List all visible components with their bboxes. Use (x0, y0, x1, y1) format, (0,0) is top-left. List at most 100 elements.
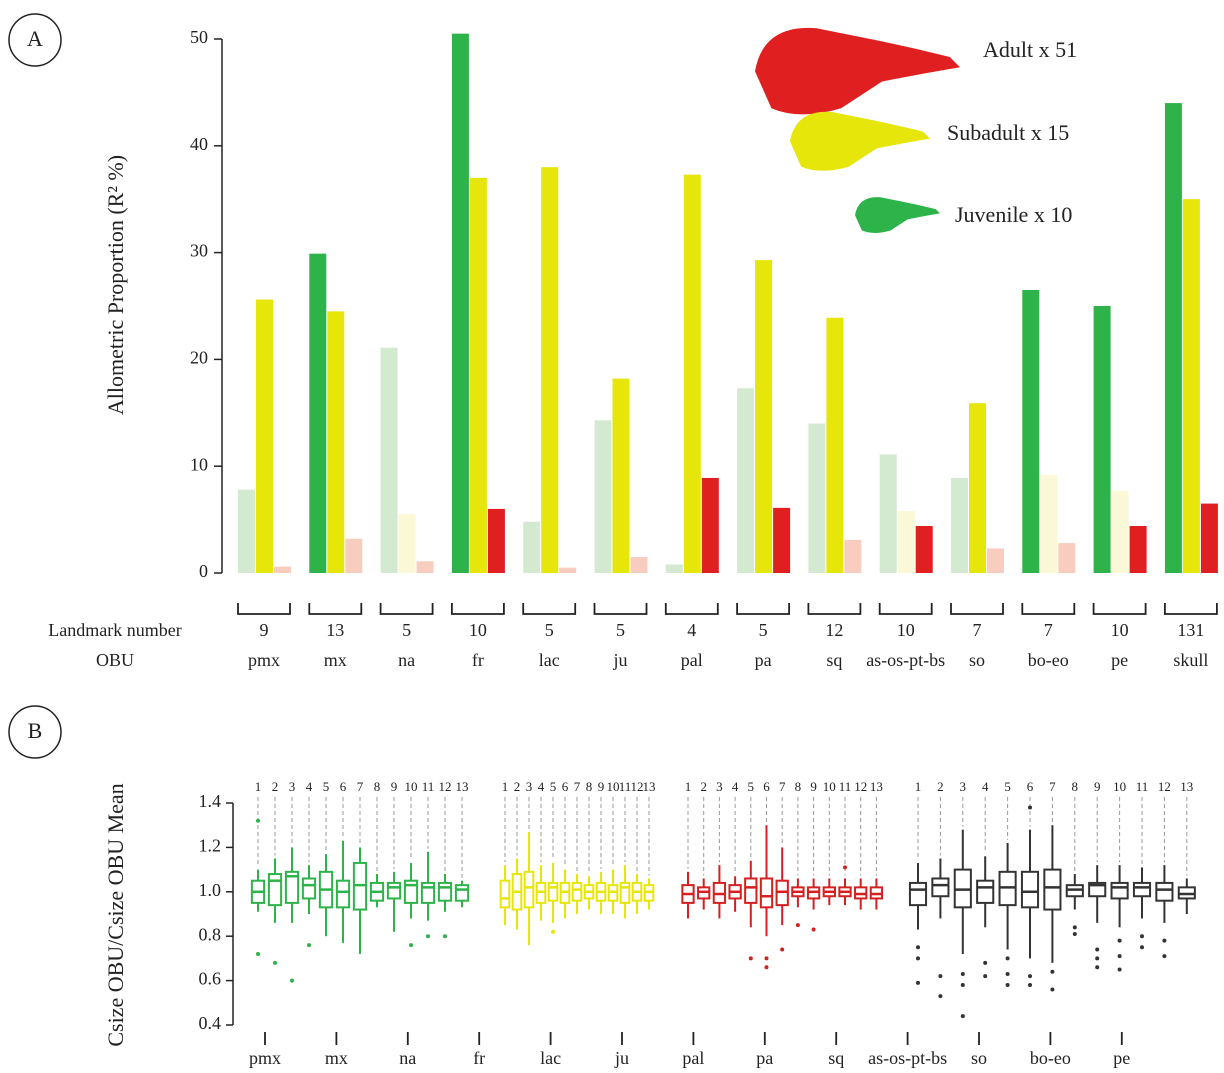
outlier (916, 945, 920, 949)
bar (541, 167, 558, 573)
box-label: 9 (1094, 779, 1101, 794)
outlier (1162, 939, 1166, 943)
box-label: 7 (574, 779, 581, 794)
bar (309, 254, 326, 573)
box-label: 6 (562, 779, 569, 794)
box-label: 1 (915, 779, 922, 794)
bracket (808, 603, 860, 614)
landmark-number: 9 (260, 620, 269, 640)
outlier (765, 956, 769, 960)
outlier (765, 965, 769, 969)
bar (951, 478, 968, 573)
outlier (1006, 956, 1010, 960)
row-label: Landmark number (48, 620, 181, 640)
bar (345, 539, 362, 573)
outlier (1006, 972, 1010, 976)
bracket (1094, 603, 1146, 614)
box (456, 885, 468, 901)
box (932, 878, 948, 896)
outlier (1095, 956, 1099, 960)
x-tick-label: as-os-pt-bs (866, 650, 945, 670)
bar (987, 548, 1004, 573)
box (1134, 883, 1150, 896)
box-label: 11 (1136, 779, 1149, 794)
bar (666, 564, 683, 573)
landmark-number: 5 (402, 620, 411, 640)
box-label: 12 (439, 779, 452, 794)
outlier (983, 961, 987, 965)
bar (684, 175, 701, 573)
box-label: 9 (391, 779, 398, 794)
outlier (1073, 925, 1077, 929)
box (1112, 883, 1128, 899)
legend-swatch (755, 28, 960, 114)
outlier (916, 981, 920, 985)
bar (488, 509, 505, 573)
landmark-number: 7 (973, 620, 982, 640)
x-tick-label: lac (540, 1048, 561, 1068)
x-tick-label: fr (472, 650, 484, 670)
bar (1201, 504, 1218, 573)
box-label: 13 (456, 779, 469, 794)
box-label: 3 (289, 779, 296, 794)
box (1022, 872, 1038, 908)
box-label: 11 (839, 779, 852, 794)
bar (274, 567, 291, 573)
bar (808, 423, 825, 573)
x-tick-label: bo-eo (1028, 650, 1069, 670)
box-label: 12 (854, 779, 867, 794)
bar (399, 514, 416, 573)
outlier (938, 994, 942, 998)
box-label: 6 (1027, 779, 1034, 794)
outlier (256, 819, 260, 823)
bar (595, 420, 612, 573)
landmark-number: 5 (616, 620, 625, 640)
outlier (983, 974, 987, 978)
outlier (1050, 970, 1054, 974)
x-tick-label: bo-eo (1030, 1048, 1071, 1068)
outlier (961, 972, 965, 976)
legend-label: Subadult x 15 (947, 120, 1069, 145)
box-label: 3 (960, 779, 967, 794)
legend-label: Juvenile x 10 (955, 202, 1072, 227)
box (501, 881, 510, 908)
x-tick-label: mx (325, 1048, 348, 1068)
box-label: 2 (937, 779, 944, 794)
panel-label: A (27, 26, 43, 51)
box (439, 883, 451, 901)
box-label: 4 (982, 779, 989, 794)
outlier (1162, 954, 1166, 958)
x-tick-label: pa (755, 650, 772, 670)
x-tick-label: pa (756, 1048, 773, 1068)
box-label: 13 (643, 779, 656, 794)
bar (880, 454, 897, 573)
bar (559, 568, 576, 573)
outlier (843, 865, 847, 869)
outlier (1140, 934, 1144, 938)
bar (1094, 306, 1111, 573)
outlier (1028, 974, 1032, 978)
x-tick-label: as-os-pt-bs (868, 1048, 947, 1068)
row-label: OBU (96, 650, 134, 670)
box-label: 10 (607, 779, 620, 794)
box (388, 883, 400, 899)
outlier (1118, 939, 1122, 943)
outlier (443, 934, 447, 938)
outlier (812, 928, 816, 932)
box (745, 878, 756, 902)
box (1156, 883, 1172, 901)
bar (1058, 543, 1075, 573)
legend-swatch (790, 112, 930, 171)
bracket (951, 603, 1003, 614)
y-tick-label: 0 (199, 561, 208, 581)
box (573, 883, 582, 901)
outlier (1006, 983, 1010, 987)
panel-label: B (28, 718, 43, 743)
legend-swatch (855, 197, 940, 233)
outlier (796, 923, 800, 927)
x-tick-label: ju (612, 650, 627, 670)
bar (523, 522, 540, 573)
bar (452, 34, 469, 573)
landmark-number: 10 (1111, 620, 1129, 640)
box (761, 878, 772, 907)
